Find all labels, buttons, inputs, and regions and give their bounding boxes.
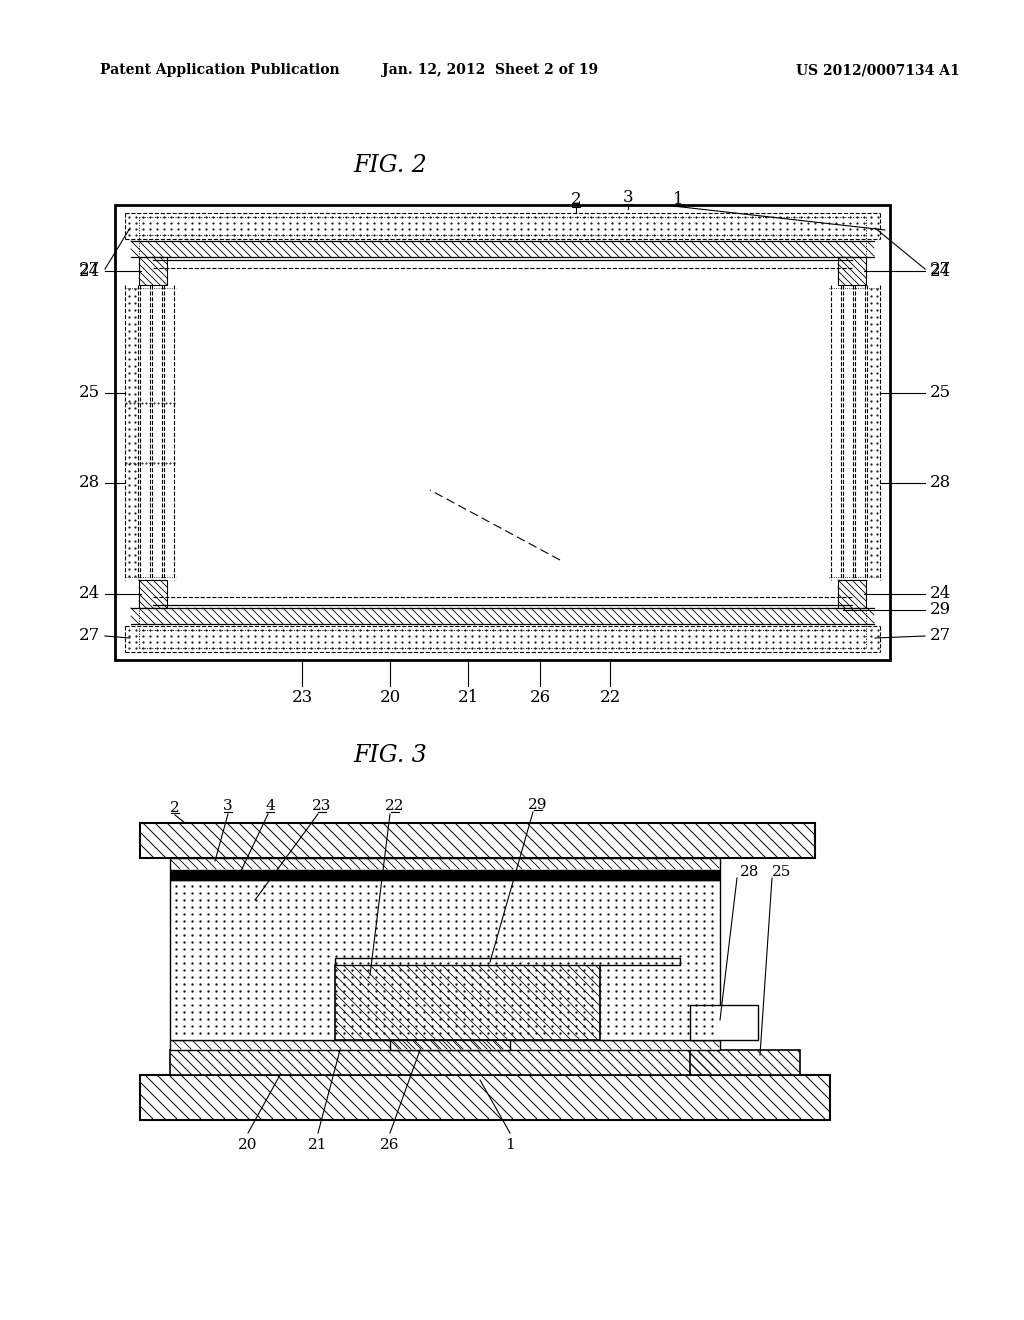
Bar [838,579,866,609]
Text: FIG. 2: FIG. 2 [353,153,427,177]
Text: 27: 27 [79,260,100,277]
Text: 3: 3 [623,190,633,206]
Text: 24: 24 [930,263,951,280]
Bar [690,1005,758,1040]
Text: 24: 24 [79,263,100,280]
Text: 20: 20 [379,689,400,706]
Text: 22: 22 [599,689,621,706]
Text: 26: 26 [380,1138,399,1152]
Bar [139,579,167,609]
Text: 23: 23 [312,799,332,813]
Text: Patent Application Publication: Patent Application Publication [100,63,340,77]
Text: FIG. 3: FIG. 3 [353,743,427,767]
Bar [390,1040,510,1049]
Text: 24: 24 [930,586,951,602]
Text: 28: 28 [79,474,100,491]
Text: 1: 1 [673,191,683,209]
Text: 24: 24 [79,586,100,602]
Text: 29: 29 [528,799,548,812]
Bar [838,257,866,285]
Text: 1: 1 [505,1138,515,1152]
Bar [115,205,890,660]
Bar [335,965,600,1040]
Text: 27: 27 [79,627,100,644]
Text: 23: 23 [292,689,312,706]
Text: 28: 28 [740,865,760,879]
Bar [139,257,167,285]
Text: 21: 21 [458,689,478,706]
Text: 25: 25 [79,384,100,401]
Bar [690,1049,800,1074]
Text: 2: 2 [170,801,180,814]
Text: 22: 22 [385,799,404,813]
Text: 26: 26 [529,689,551,706]
Text: Jan. 12, 2012  Sheet 2 of 19: Jan. 12, 2012 Sheet 2 of 19 [382,63,598,77]
Bar [170,1049,720,1074]
Text: 4: 4 [265,799,274,813]
Bar [140,1074,830,1119]
Bar [170,858,720,870]
Text: 28: 28 [930,474,951,491]
Text: 29: 29 [930,602,951,619]
Text: 27: 27 [930,260,951,277]
Text: 20: 20 [239,1138,258,1152]
Bar [170,1040,720,1049]
Text: 25: 25 [930,384,951,401]
Text: US 2012/0007134 A1: US 2012/0007134 A1 [797,63,961,77]
Text: 25: 25 [772,865,792,879]
Text: 21: 21 [308,1138,328,1152]
Bar [140,822,815,858]
Bar [335,958,680,965]
Bar [170,880,720,1040]
Text: 27: 27 [930,627,951,644]
Text: 3: 3 [223,799,232,813]
Text: 2: 2 [570,191,582,209]
Bar [170,870,720,880]
